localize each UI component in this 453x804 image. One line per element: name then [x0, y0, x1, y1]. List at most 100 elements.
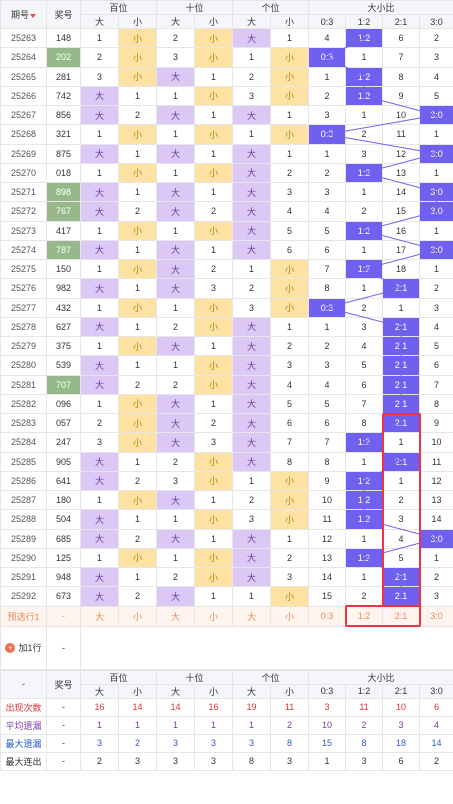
prize-cell: 685	[46, 528, 81, 549]
pred-cell[interactable]: 0:3	[308, 605, 347, 627]
miss-cell: 2	[232, 278, 272, 299]
ratio-mark: 1:2	[345, 509, 384, 530]
miss-cell: 5	[270, 220, 310, 241]
prize-cell: 856	[46, 104, 81, 126]
stats-value: 4	[419, 715, 453, 735]
pred-cell[interactable]: 小	[270, 605, 310, 627]
miss-cell: 1	[117, 181, 158, 203]
small-mark: 小	[194, 220, 234, 241]
small-mark: 小	[117, 412, 158, 434]
miss-cell: 1	[117, 143, 158, 164]
miss-cell: 14	[308, 566, 347, 588]
ratio-mark: 0:3	[308, 297, 347, 318]
big-mark: 大	[232, 104, 272, 126]
table-row: 25277 432 1 小 1 小 3 小 0:3 2 1 3	[0, 297, 453, 318]
ratio-mark: 1:2	[345, 432, 384, 453]
add-row-cell[interactable]: + 加1行	[0, 625, 47, 670]
stats-label: 平均遗漏	[0, 715, 47, 735]
table-row: 25284 247 3 小大 3 大 7 7 1:2 1 10	[0, 432, 453, 453]
miss-cell: 3	[194, 432, 234, 453]
table-row: 25268 321 1 小 1 小 1 小 0:3 2 11 1	[0, 124, 453, 145]
issue-cell: 25288	[0, 509, 47, 530]
big-mark: 大	[80, 374, 119, 395]
big-mark: 大	[156, 432, 196, 453]
pred-cell[interactable]: 大	[80, 605, 119, 627]
table-row: 25264 202 2 小 3 小 1 小 0:3 1 7 3	[0, 47, 453, 68]
issue-cell: 25292	[0, 586, 47, 607]
ratio-mark: 1:2	[345, 162, 384, 184]
miss-cell: 10	[308, 489, 347, 511]
table-row: 25269 875 大 1 大 1 大 1 1 3 12 3:0	[0, 143, 453, 164]
big-mark: 大	[156, 489, 196, 511]
stats-dash: -	[46, 751, 81, 771]
pred-cell[interactable]: 小	[194, 605, 234, 627]
stats-value: 3	[382, 715, 421, 735]
ratio-subheader: 3:0	[419, 14, 453, 29]
miss-cell: 12	[308, 528, 347, 549]
miss-cell: 2	[156, 451, 196, 472]
miss-cell: 1	[308, 66, 347, 87]
table-row: 25274 787 大 1 大 1 大 6 6 1 17 3:0	[0, 239, 453, 261]
miss-cell: 3	[270, 355, 310, 376]
small-mark: 小	[117, 297, 158, 318]
issue-header[interactable]: 期号	[0, 0, 47, 29]
small-mark: 小	[117, 489, 158, 511]
small-mark: 小	[117, 258, 158, 280]
miss-cell: 2	[308, 162, 347, 184]
miss-cell: 1	[80, 162, 119, 184]
prize-cell: 432	[46, 297, 81, 318]
small-mark: 小	[194, 470, 234, 492]
miss-cell: 2	[308, 335, 347, 357]
prize-cell: 707	[46, 374, 81, 395]
issue-cell: 25273	[0, 220, 47, 241]
pred-cell[interactable]: 小	[117, 605, 158, 627]
ratio-subheader: 2:1	[382, 683, 421, 699]
pred-cell[interactable]: 2:1	[382, 605, 421, 627]
miss-cell: 2	[80, 412, 119, 434]
pred-cell[interactable]: 大	[156, 605, 196, 627]
prize-cell: 321	[46, 124, 81, 145]
miss-cell: 4	[308, 27, 347, 49]
miss-cell: 12	[419, 470, 453, 492]
prize-cell: 875	[46, 143, 81, 164]
big-mark: 大	[232, 566, 272, 588]
big-mark: 大	[232, 412, 272, 434]
small-mark: 小	[194, 451, 234, 472]
prediction-row[interactable]: 预选行1 - 大 小 大 小 大 小 0:3 1:2 2:1 3:0	[0, 605, 453, 627]
miss-cell: 1	[156, 509, 196, 530]
miss-cell: 6	[270, 239, 310, 261]
issue-cell: 25291	[0, 566, 47, 588]
sort-icon[interactable]	[30, 13, 36, 18]
stats-row: 最大连出 -2 3 3 3 8 3 1 3 6 2	[0, 751, 453, 771]
miss-cell: 3	[345, 143, 384, 164]
miss-cell: 4	[382, 528, 421, 549]
pred-cell[interactable]: 大	[232, 605, 272, 627]
stats-value: 8	[232, 751, 272, 771]
big-mark: 大	[232, 355, 272, 376]
big-mark: 大	[80, 143, 119, 164]
prize-cell: 539	[46, 355, 81, 376]
big-mark: 大	[232, 181, 272, 203]
miss-cell: 13	[382, 162, 421, 184]
pred-cell[interactable]: 3:0	[419, 605, 453, 627]
miss-cell: 2	[345, 201, 384, 222]
small-mark: 小	[117, 335, 158, 357]
ratio-mark: 2:1	[382, 355, 421, 376]
miss-cell: 5	[270, 393, 310, 415]
prize-cell: 202	[46, 47, 81, 68]
miss-cell: 3	[232, 297, 272, 318]
small-mark: 小	[117, 432, 158, 453]
units-header: 个位	[232, 669, 310, 685]
miss-cell: 1	[194, 528, 234, 549]
stats-dash: -	[46, 715, 81, 735]
miss-cell: 1	[156, 220, 196, 241]
add-row-button[interactable]: + 加1行	[5, 641, 42, 654]
stats-value: 3	[194, 751, 234, 771]
pred-cell[interactable]: 1:2	[345, 605, 384, 627]
miss-cell: 9	[419, 412, 453, 434]
big-mark: 大	[80, 316, 119, 338]
miss-cell: 1	[117, 278, 158, 299]
miss-cell: 1	[194, 335, 234, 357]
miss-cell: 10	[382, 104, 421, 126]
small-mark: 小	[270, 489, 310, 511]
